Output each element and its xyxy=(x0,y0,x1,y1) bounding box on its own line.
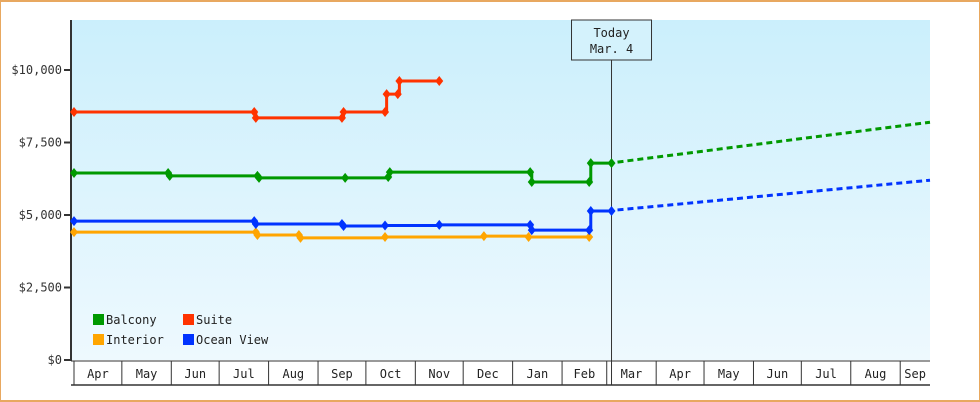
data-point-marker[interactable] xyxy=(70,167,78,178)
data-point-marker[interactable] xyxy=(435,76,444,87)
x-axis: Apr May Jun Jul Aug Sep Oct Nov Dec Jan Feb Mar Apr M… xyxy=(71,360,930,386)
data-point-marker[interactable] xyxy=(585,225,594,236)
x-tick-month: Jun xyxy=(184,367,206,381)
forecast-line xyxy=(617,120,931,164)
x-tick-month: Aug xyxy=(282,367,304,381)
data-point-marker[interactable] xyxy=(165,170,174,181)
series-ocean-view xyxy=(70,178,931,236)
data-point-marker[interactable] xyxy=(251,218,260,229)
data-point-marker[interactable] xyxy=(339,221,348,232)
data-point-marker[interactable] xyxy=(585,176,594,187)
today-date: Mar. 4 xyxy=(590,42,633,56)
data-point-marker[interactable] xyxy=(253,230,262,241)
legend-label: Interior xyxy=(106,333,164,347)
x-tick-month: Nov xyxy=(428,367,450,381)
y-tick-label: $10,000 xyxy=(11,63,62,77)
x-tick-month: Feb xyxy=(574,367,596,381)
legend-label: Balcony xyxy=(106,313,157,327)
data-point-marker[interactable] xyxy=(435,219,444,230)
legend-label: Ocean View xyxy=(196,333,269,347)
data-point-marker[interactable] xyxy=(70,216,78,227)
data-point-marker[interactable] xyxy=(586,205,595,216)
forecast-line xyxy=(617,178,931,212)
data-point-marker[interactable] xyxy=(381,232,390,243)
data-point-marker[interactable] xyxy=(70,107,78,118)
data-point-marker[interactable] xyxy=(385,167,394,178)
x-tick-month: Dec xyxy=(477,367,499,381)
x-tick-month: May xyxy=(718,367,740,381)
legend-item-suite[interactable]: Suite xyxy=(183,313,232,327)
data-point-marker[interactable] xyxy=(585,232,594,243)
series-suite xyxy=(70,76,444,123)
y-tick-label: $7,500 xyxy=(19,136,62,150)
x-tick-month: Jul xyxy=(815,367,837,381)
y-tick-label: $2,500 xyxy=(19,281,62,295)
y-tick-label: $5,000 xyxy=(19,208,62,222)
legend-item-balcony[interactable]: Balcony xyxy=(93,313,157,327)
data-point-marker[interactable] xyxy=(607,158,616,169)
data-point-marker[interactable] xyxy=(70,227,78,238)
legend-item-ocean-view[interactable]: Ocean View xyxy=(183,333,269,347)
x-tick-month: Sep xyxy=(904,367,926,381)
today-label: Today xyxy=(593,26,629,40)
legend: Balcony Suite Interior Ocean View xyxy=(93,313,269,347)
data-point-marker[interactable] xyxy=(251,112,260,123)
data-point-marker[interactable] xyxy=(255,172,264,183)
data-point-marker[interactable] xyxy=(381,107,390,118)
data-point-marker[interactable] xyxy=(524,232,533,243)
data-point-marker[interactable] xyxy=(381,220,390,231)
series-group xyxy=(70,76,931,243)
x-tick-month: Apr xyxy=(87,367,109,381)
data-point-marker[interactable] xyxy=(382,89,391,100)
data-point-marker[interactable] xyxy=(479,231,488,242)
x-tick-month: Apr xyxy=(669,367,691,381)
x-tick-month: Jan xyxy=(527,367,549,381)
x-tick-month: Jul xyxy=(233,367,255,381)
legend-item-interior[interactable]: Interior xyxy=(93,333,164,347)
data-point-marker[interactable] xyxy=(339,107,348,118)
x-tick-month: Jun xyxy=(767,367,789,381)
legend-label: Suite xyxy=(196,313,232,327)
x-tick-month: Aug xyxy=(865,367,887,381)
data-point-marker[interactable] xyxy=(527,225,536,236)
legend-swatch-icon xyxy=(93,314,104,325)
data-point-marker[interactable] xyxy=(527,176,536,187)
legend-swatch-icon xyxy=(183,334,194,345)
data-point-marker[interactable] xyxy=(395,76,404,87)
today-marker: Today Mar. 4 xyxy=(571,19,653,385)
x-tick-month: Mar xyxy=(621,367,643,381)
data-point-marker[interactable] xyxy=(296,232,305,243)
plot-area xyxy=(71,20,930,360)
series-interior xyxy=(70,227,594,243)
data-point-marker[interactable] xyxy=(526,167,535,178)
data-point-marker[interactable] xyxy=(393,89,402,100)
y-tick-label: $0 xyxy=(48,353,62,367)
y-axis: $0 $2,500 $5,000 $7,500 $10,000 xyxy=(11,20,72,367)
series-balcony xyxy=(70,120,931,187)
data-point-marker[interactable] xyxy=(607,205,616,216)
x-tick-month: Sep xyxy=(331,367,353,381)
legend-swatch-icon xyxy=(93,334,104,345)
x-tick-month: May xyxy=(136,367,158,381)
data-point-marker[interactable] xyxy=(586,158,595,169)
x-tick-month: Oct xyxy=(380,367,402,381)
legend-swatch-icon xyxy=(183,314,194,325)
data-point-marker[interactable] xyxy=(341,172,350,183)
